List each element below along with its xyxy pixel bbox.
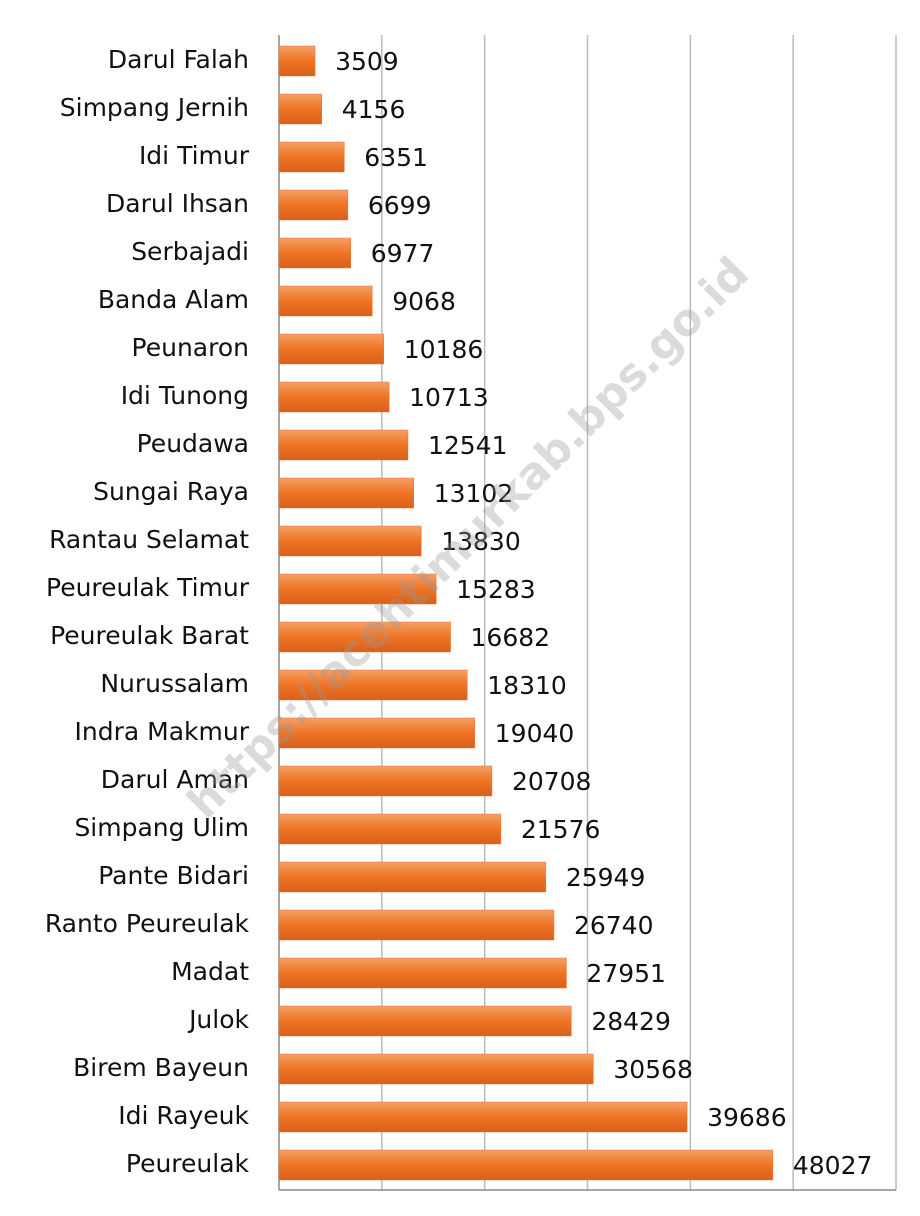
- value-label: 30568: [613, 1055, 693, 1084]
- category-label: Sungai Raya: [93, 477, 249, 506]
- category-label: Julok: [187, 1005, 249, 1034]
- value-label: 28429: [591, 1007, 671, 1036]
- bar: [278, 957, 567, 989]
- category-label: Idi Tunong: [121, 381, 249, 410]
- bar: [278, 717, 476, 749]
- value-label: 10713: [409, 383, 489, 412]
- category-label: Nurussalam: [100, 669, 249, 698]
- value-label: 25949: [566, 863, 646, 892]
- bar: [278, 477, 414, 509]
- category-label: Birem Bayeun: [73, 1053, 249, 1082]
- value-label: 27951: [586, 959, 666, 988]
- value-label: 4156: [342, 95, 406, 124]
- bar: [278, 813, 502, 845]
- value-label: 48027: [793, 1151, 873, 1180]
- category-label: Peureulak: [126, 1149, 250, 1178]
- category-label: Peureulak Barat: [50, 621, 249, 650]
- value-label: 19040: [495, 719, 575, 748]
- category-label: Madat: [171, 957, 249, 986]
- bar: [278, 429, 409, 461]
- category-label: Rantau Selamat: [49, 525, 249, 554]
- bar: [278, 189, 349, 221]
- bar: [278, 909, 555, 941]
- bar: [278, 45, 316, 77]
- bar: [278, 1101, 688, 1133]
- bar: [278, 621, 451, 653]
- category-label: Peureulak Timur: [46, 573, 250, 602]
- value-label: 13830: [441, 527, 521, 556]
- bar: [278, 237, 351, 269]
- bar: [278, 141, 345, 173]
- value-label: 15283: [456, 575, 536, 604]
- bar: [278, 1053, 594, 1085]
- category-label: Idi Timur: [139, 141, 250, 170]
- category-label: Ranto Peureulak: [45, 909, 250, 938]
- bar: [278, 525, 422, 557]
- category-label: Simpang Jernih: [60, 93, 249, 122]
- bar: [278, 333, 384, 365]
- category-label: Darul Falah: [108, 45, 249, 74]
- value-label: 12541: [428, 431, 508, 460]
- bar: [278, 381, 390, 413]
- category-label: Banda Alam: [98, 285, 249, 314]
- bar: [278, 669, 468, 701]
- value-label: 3509: [335, 47, 399, 76]
- bar: [278, 861, 547, 893]
- bar: [278, 1149, 774, 1181]
- value-label: 18310: [487, 671, 567, 700]
- bar: [278, 285, 373, 317]
- value-label: 21576: [521, 815, 601, 844]
- category-label: Idi Rayeuk: [118, 1101, 249, 1130]
- value-label: 13102: [434, 479, 514, 508]
- bar: [278, 93, 322, 125]
- bar: [278, 1005, 572, 1037]
- category-label: Peudawa: [137, 429, 249, 458]
- bar: [278, 765, 493, 797]
- value-label: 26740: [574, 911, 654, 940]
- category-label: Indra Makmur: [75, 717, 250, 746]
- value-label: 39686: [707, 1103, 787, 1132]
- value-label: 6351: [364, 143, 428, 172]
- value-label: 6977: [371, 239, 435, 268]
- category-label: Darul Ihsan: [106, 189, 249, 218]
- bar: [278, 573, 437, 605]
- category-label: Simpang Ulim: [74, 813, 249, 842]
- category-label: Pante Bidari: [98, 861, 249, 890]
- value-label: 9068: [392, 287, 456, 316]
- value-label: 10186: [404, 335, 484, 364]
- category-label: Peunaron: [132, 333, 249, 362]
- category-label: Serbajadi: [131, 237, 249, 266]
- category-label: Darul Aman: [101, 765, 249, 794]
- value-label: 20708: [512, 767, 592, 796]
- value-label: 6699: [368, 191, 432, 220]
- value-label: 16682: [471, 623, 551, 652]
